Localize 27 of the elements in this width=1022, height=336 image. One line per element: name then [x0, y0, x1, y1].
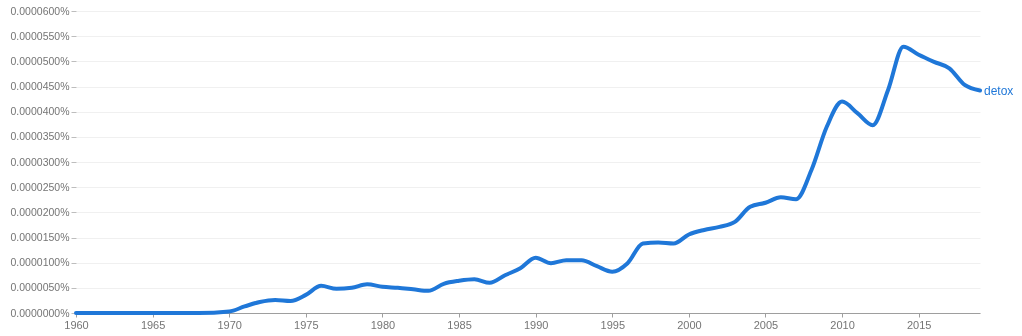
line-series — [74, 44, 982, 315]
y-tick-label: 0.0000500% — [10, 54, 70, 67]
x-tick-label: 2005 — [753, 318, 779, 331]
x-tick-label: 2015 — [906, 318, 932, 331]
y-tick-label: 0.0000600% — [10, 4, 70, 17]
x-tick-label: 1970 — [217, 318, 242, 331]
x-tick-label: 1960 — [64, 318, 89, 331]
y-tick-label: 0.0000100% — [10, 256, 70, 269]
x-tick-label: 1975 — [294, 318, 319, 331]
y-tick-label: 0.0000250% — [10, 180, 70, 193]
y-tick-label: 0.0000150% — [10, 231, 70, 243]
y-tick-label: 0.0000350% — [10, 130, 70, 143]
x-tick-label: 2000 — [677, 318, 702, 331]
series-label: detox — [984, 83, 1014, 98]
x-tick-label: 2010 — [830, 318, 855, 331]
x-tick-label: 1990 — [523, 318, 549, 331]
y-tick-label: 0.0000050% — [10, 281, 70, 294]
y-tick-label: 0.0000000% — [10, 306, 70, 319]
y-tick-label: 0.0000450% — [10, 80, 70, 92]
x-tick-label: 1965 — [140, 318, 166, 331]
x-tick-label: 1995 — [600, 318, 626, 331]
x-tick-label: 1980 — [370, 318, 396, 331]
y-tick-label: 0.0000400% — [10, 105, 70, 118]
y-tick-label: 0.0000550% — [10, 29, 70, 42]
y-tick-label: 0.0000200% — [10, 205, 70, 218]
x-tick-label: 1985 — [447, 318, 472, 331]
y-tick-label: 0.0000300% — [10, 155, 70, 168]
